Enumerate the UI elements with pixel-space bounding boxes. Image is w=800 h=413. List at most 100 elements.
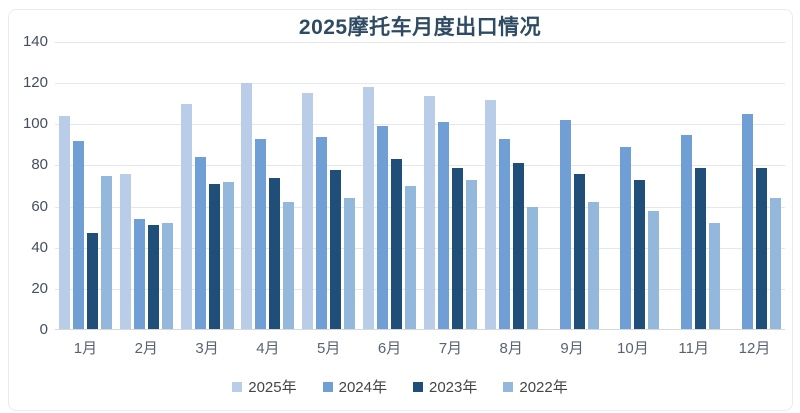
bar	[316, 136, 328, 330]
bar	[147, 225, 159, 330]
legend-marker	[232, 381, 243, 392]
gridline	[55, 83, 785, 85]
gridline	[55, 124, 785, 126]
y-tick-label: 100	[22, 115, 48, 133]
x-tick-label: 10月	[617, 340, 649, 357]
bar-group	[420, 42, 481, 330]
bar	[363, 87, 375, 330]
gridline	[55, 42, 785, 43]
bar	[283, 202, 295, 330]
gridline	[55, 165, 785, 167]
x-tick-label: 6月	[377, 340, 402, 357]
bar	[512, 163, 524, 330]
bar	[559, 120, 571, 330]
legend-marker	[322, 381, 333, 392]
legend: 2025年 2024年 2023年 2022年	[0, 376, 800, 397]
bar	[72, 140, 84, 330]
x-tick-label: 1月	[73, 340, 98, 357]
bar-group	[298, 42, 359, 330]
x-tick-label: 12月	[738, 340, 771, 357]
bar	[587, 202, 599, 330]
bar	[451, 167, 463, 330]
bar	[648, 210, 660, 330]
bar	[526, 206, 538, 330]
bar-group	[481, 42, 542, 330]
bar	[742, 114, 754, 330]
legend-marker	[503, 381, 514, 392]
x-axis-line	[55, 329, 785, 330]
x-tick-label: 4月	[256, 340, 280, 357]
x-tick-label: 8月	[499, 340, 523, 357]
legend-item: 2023年	[413, 376, 477, 397]
bar	[222, 181, 234, 330]
bar	[437, 122, 449, 330]
y-tick-label: 80	[31, 156, 48, 174]
gridline	[55, 206, 785, 208]
bar	[391, 159, 403, 330]
bar	[330, 169, 342, 330]
bar	[86, 233, 98, 330]
bar-group	[602, 42, 663, 330]
bar-group	[724, 42, 785, 330]
bar	[709, 223, 721, 330]
bar	[465, 179, 477, 330]
legend-label: 2024年	[338, 379, 387, 396]
bar	[194, 157, 206, 330]
x-tick-label: 5月	[317, 340, 341, 357]
gridline	[55, 247, 785, 249]
legend-item: 2024年	[322, 376, 387, 397]
legend-label: 2022年	[519, 379, 568, 396]
bar-group	[663, 42, 724, 330]
gridline	[55, 288, 785, 290]
bar	[681, 134, 693, 330]
y-tick-label: 60	[31, 197, 48, 215]
bar-group	[116, 42, 177, 330]
bar-group	[177, 42, 238, 330]
bar	[119, 173, 131, 330]
y-tick-label: 20	[31, 279, 48, 297]
bar-group	[359, 42, 420, 330]
bar	[208, 183, 220, 330]
bar	[498, 138, 510, 330]
bar	[484, 99, 496, 330]
bar	[302, 93, 314, 330]
x-tick-label: 3月	[195, 340, 219, 357]
bar-group	[542, 42, 603, 330]
legend-item: 2025年	[232, 376, 297, 397]
y-tick-label: 120	[22, 74, 48, 92]
x-tick-label: 7月	[438, 340, 463, 357]
bar	[770, 198, 782, 330]
bar	[344, 198, 356, 330]
bar-group	[237, 42, 298, 330]
legend-item: 2022年	[503, 376, 568, 397]
bar-group	[55, 42, 116, 330]
bar	[756, 167, 768, 330]
bar	[377, 126, 389, 330]
chart-title: 2025摩托车月度出口情况	[298, 16, 542, 39]
bar	[58, 116, 70, 330]
bar	[620, 146, 632, 330]
bar	[269, 177, 281, 330]
plot-area	[55, 42, 785, 330]
x-tick-label: 2月	[134, 340, 158, 357]
bar	[423, 95, 435, 330]
bar	[255, 138, 267, 330]
bar	[695, 167, 707, 330]
bar	[161, 223, 173, 330]
legend-label: 2025年	[248, 379, 297, 396]
x-tick-label: 11月	[678, 340, 709, 357]
bar	[634, 179, 646, 330]
bar	[573, 173, 585, 330]
bar	[100, 175, 112, 330]
y-tick-label: 0	[39, 321, 48, 338]
bars-layer	[55, 42, 785, 330]
y-tick-label: 140	[22, 33, 48, 50]
legend-label: 2023年	[429, 379, 478, 396]
bar	[180, 103, 192, 330]
bar	[241, 83, 253, 330]
legend-marker	[413, 381, 423, 392]
x-axis: 1月 2月 3月 4月 5月 6月 7月 8月 9月 10月 11月 12月	[55, 337, 785, 358]
y-axis: 0 20 40 60 80 100 120 140	[0, 0, 48, 413]
bar	[405, 186, 417, 330]
